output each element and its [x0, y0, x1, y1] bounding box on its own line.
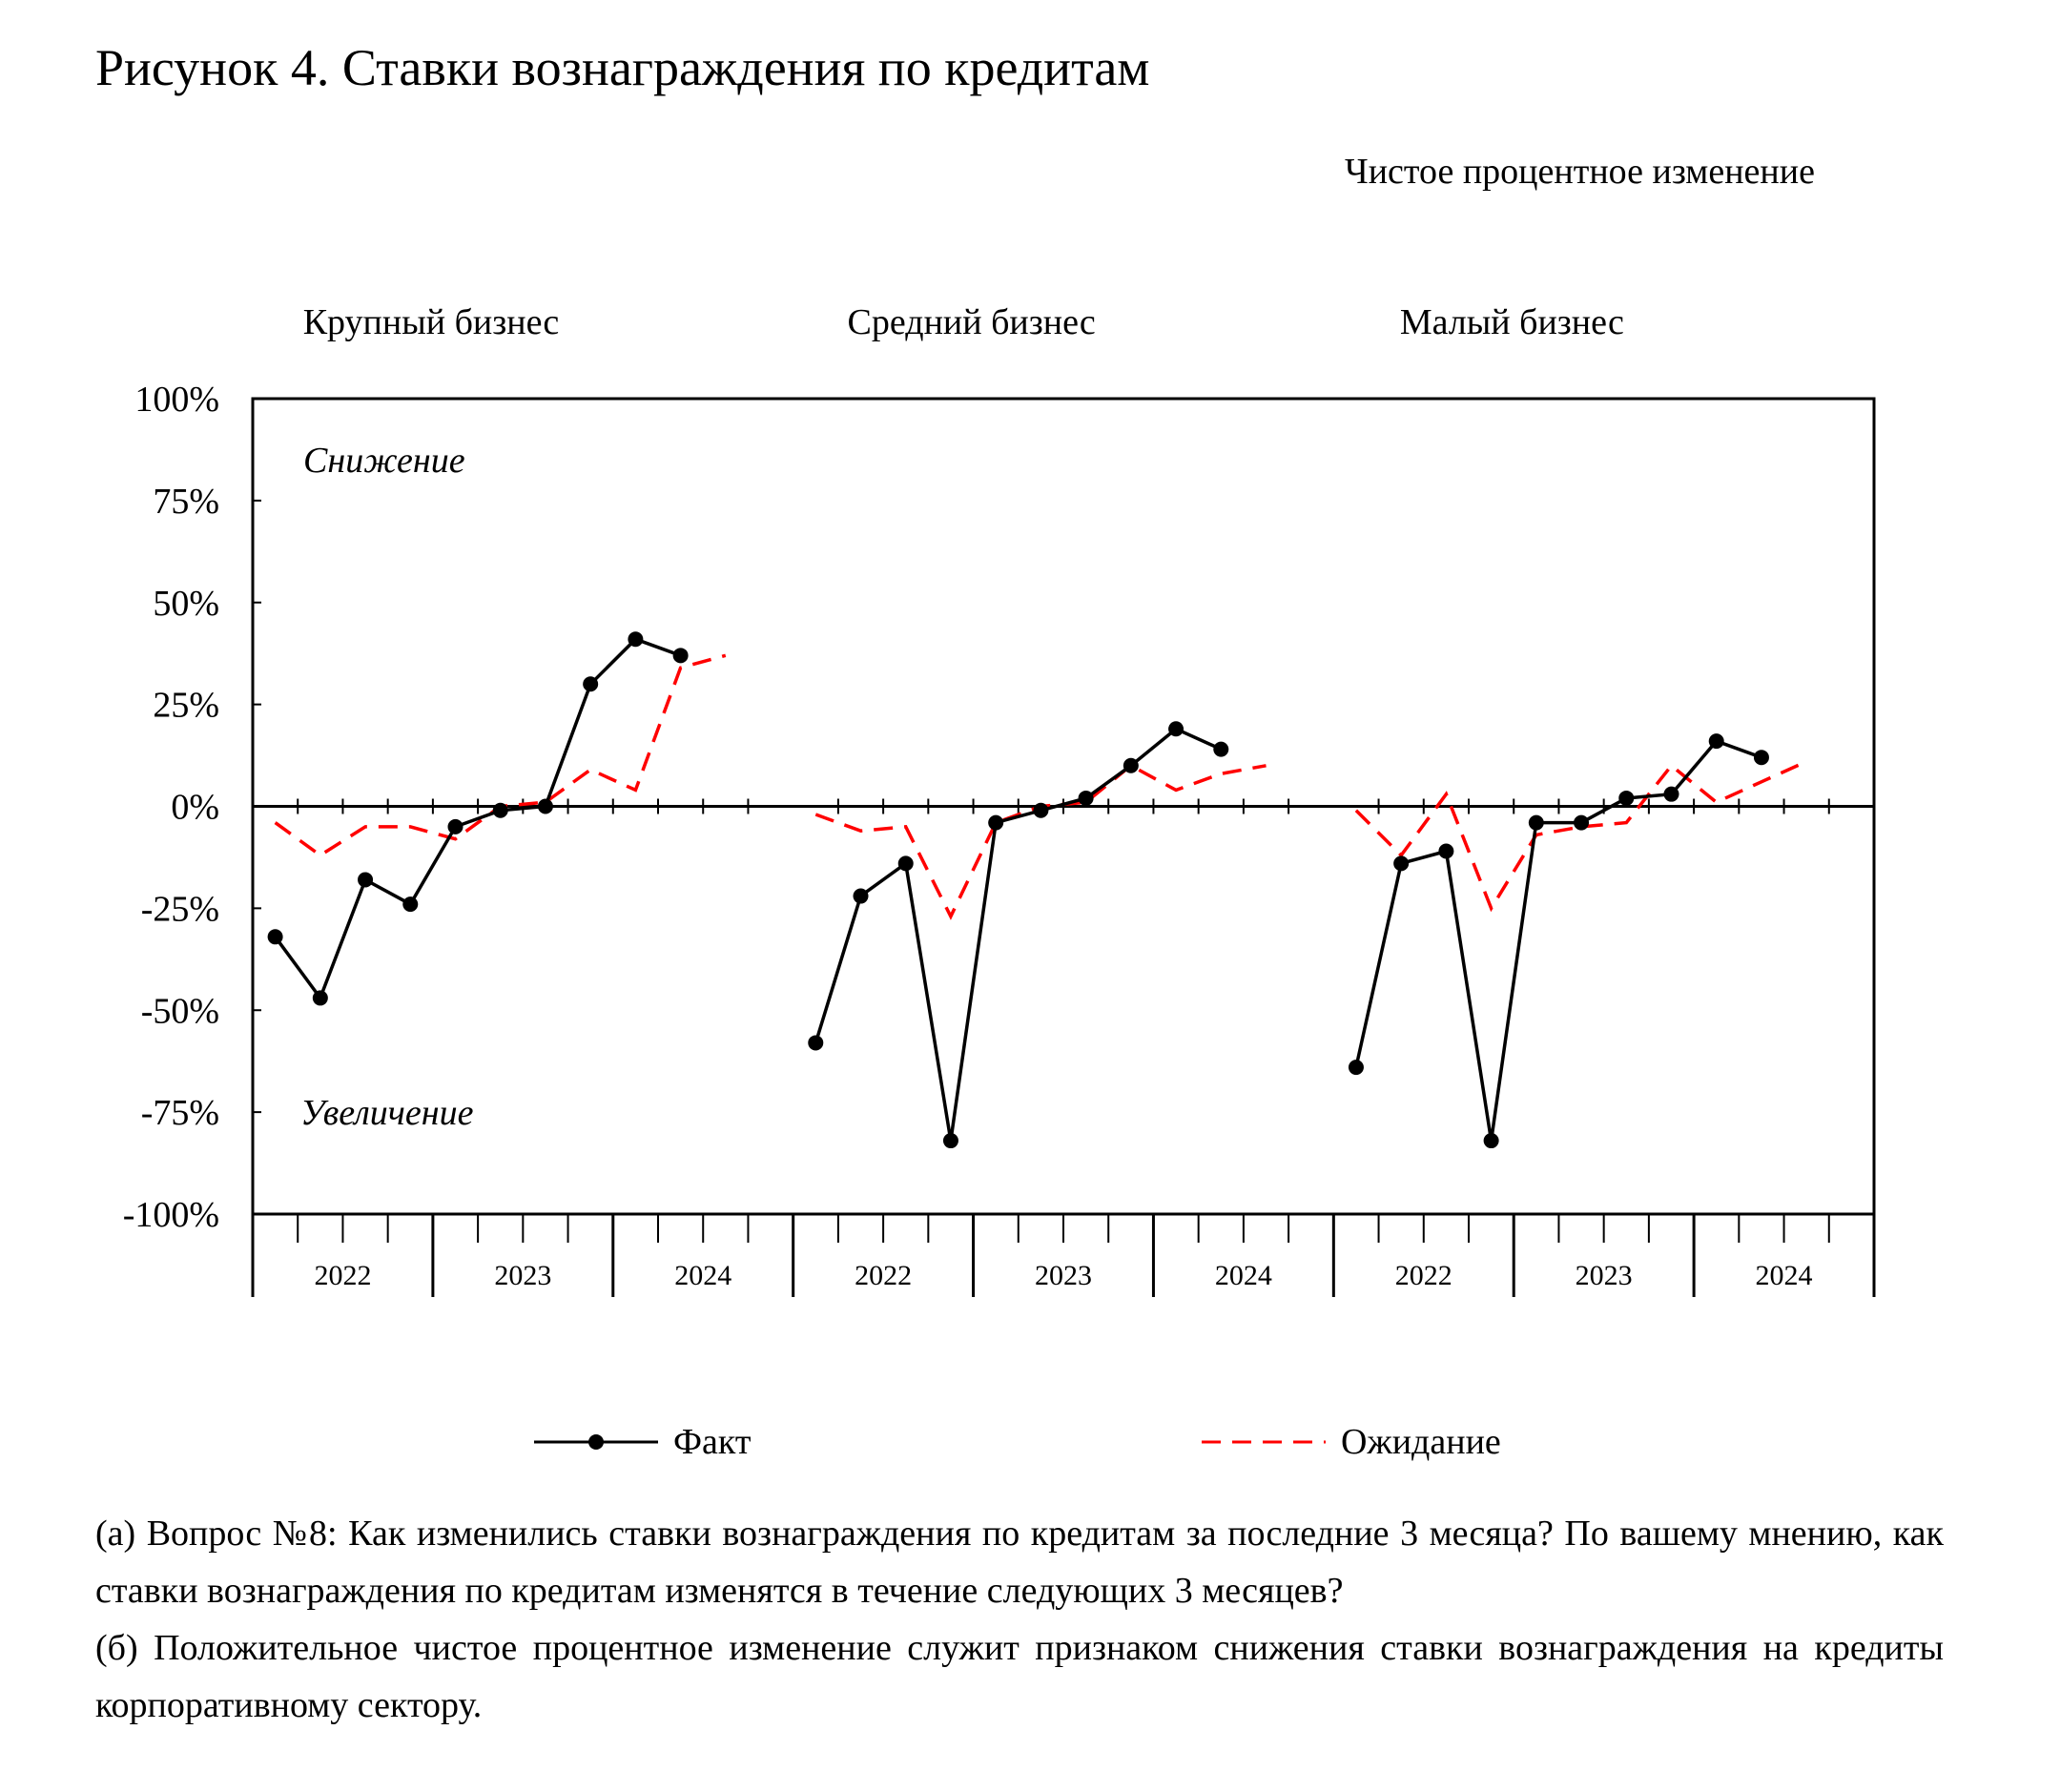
fact-point	[1033, 802, 1049, 818]
fact-point	[1618, 790, 1635, 806]
fact-point	[1708, 733, 1724, 750]
x-year-label: 2024	[674, 1260, 731, 1291]
fact-point	[1574, 814, 1590, 831]
panel-title: Крупный бизнес	[303, 302, 560, 342]
fact-point	[537, 798, 553, 814]
x-year-label: 2023	[1576, 1260, 1633, 1291]
series-line-fact	[814, 727, 1223, 1142]
annotation-increase: Увеличение	[300, 1093, 474, 1133]
fact-point	[1528, 814, 1544, 831]
series-line-fact	[1354, 739, 1762, 1142]
fact-point	[628, 631, 644, 648]
fact-point	[942, 1133, 958, 1149]
fact-point	[672, 648, 689, 664]
y-tick-label: -100%	[123, 1195, 219, 1235]
fact-point	[583, 676, 599, 692]
legend: Факт Ожидание	[534, 1413, 1583, 1471]
x-year-label: 2022	[314, 1260, 371, 1291]
fact-point	[988, 814, 1004, 831]
chart: 100% 75% 50% 25% 0% -25% -50% -75% -100% Снижение…	[123, 302, 1876, 1297]
note-b: (б) Положительное чистое процентное изме…	[95, 1628, 1944, 1725]
y-tick-label: -75%	[141, 1093, 219, 1133]
fact-point	[1663, 786, 1679, 802]
fact-point	[447, 818, 464, 834]
fact-point	[492, 802, 508, 818]
legend-item-fact: Факт	[534, 1413, 751, 1471]
y-tick-label: -25%	[141, 889, 219, 929]
notes: (а) Вопрос №8: Как изменились ставки воз…	[95, 1505, 1944, 1734]
y-tick-label: 50%	[153, 584, 219, 624]
series-line-fact	[274, 637, 682, 1002]
fact-point	[267, 929, 283, 945]
unit-label: Чистое процентное изменение	[1345, 152, 1815, 192]
fact-point	[402, 896, 419, 913]
panel-title: Средний бизнес	[848, 302, 1096, 342]
legend-fact-swatch	[534, 1434, 658, 1450]
x-year-label: 2024	[1215, 1260, 1272, 1291]
fact-point	[1483, 1133, 1499, 1149]
fact-point	[808, 1035, 824, 1051]
y-tick-label: 25%	[153, 686, 219, 726]
fact-point	[853, 888, 869, 904]
fact-point	[1168, 721, 1184, 737]
x-year-label: 2022	[1395, 1260, 1452, 1291]
fact-point	[1393, 855, 1410, 872]
fact-point	[358, 872, 374, 888]
series-line-expectation	[1354, 759, 1807, 913]
x-year-label: 2022	[855, 1260, 912, 1291]
panel-title: Малый бизнес	[1400, 302, 1624, 342]
note-a: (а) Вопрос №8: Как изменились ставки воз…	[95, 1514, 1944, 1611]
y-tick-label: 0%	[171, 788, 219, 828]
y-tick-label: -50%	[141, 991, 219, 1031]
fact-point	[897, 855, 914, 872]
annotation-decrease: Снижение	[303, 441, 465, 481]
fact-point	[1078, 790, 1094, 806]
fact-point	[1348, 1060, 1364, 1076]
legend-fact-label: Факт	[673, 1422, 752, 1462]
fact-point	[1438, 843, 1454, 859]
fact-point	[1753, 750, 1769, 766]
legend-item-expectation: Ожидание	[1202, 1413, 1501, 1471]
series-line-expectation	[274, 653, 727, 857]
legend-expectation-swatch	[1202, 1440, 1326, 1444]
x-year-label: 2023	[1035, 1260, 1092, 1291]
fact-point	[1123, 757, 1139, 773]
x-year-label: 2023	[494, 1260, 551, 1291]
series-line-expectation	[814, 763, 1267, 920]
legend-expectation-label: Ожидание	[1341, 1422, 1501, 1462]
figure-title: Рисунок 4. Ставки вознаграждения по кред…	[95, 39, 1150, 96]
x-year-label: 2024	[1756, 1260, 1813, 1291]
y-tick-label: 100%	[134, 380, 219, 420]
y-tick-label: 75%	[153, 482, 219, 522]
fact-point	[1213, 741, 1229, 757]
fact-point	[312, 990, 328, 1006]
